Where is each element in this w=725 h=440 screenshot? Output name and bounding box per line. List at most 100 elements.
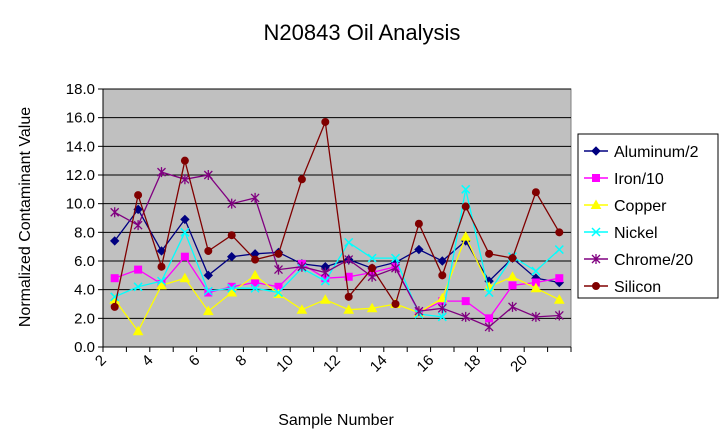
plot-area <box>102 88 572 348</box>
legend-label: Copper <box>614 198 667 215</box>
data-point <box>110 274 119 283</box>
chart-title: N20843 Oil Analysis <box>264 20 461 45</box>
data-point <box>437 256 448 266</box>
legend-marker <box>591 146 601 156</box>
x-tick-label: 14 <box>367 352 391 376</box>
x-axis-ticks: 2 4 6 8 10 12 14 16 18 20 <box>92 347 572 376</box>
data-point <box>436 292 448 303</box>
data-point <box>531 188 540 197</box>
series-chrome-20 <box>110 167 564 332</box>
data-point <box>461 297 470 306</box>
data-point <box>437 312 447 322</box>
x-tick-label: 2 <box>92 352 110 370</box>
y-tick-label: 14.0 <box>66 138 95 155</box>
data-point <box>109 236 120 246</box>
data-point <box>249 269 261 280</box>
data-point <box>555 274 564 283</box>
data-point <box>484 321 494 332</box>
data-point <box>226 251 237 262</box>
data-point <box>344 292 353 301</box>
data-point <box>156 276 167 286</box>
data-point <box>414 244 424 255</box>
x-tick-label: 10 <box>273 352 297 376</box>
data-point <box>437 303 447 314</box>
data-point <box>250 283 260 293</box>
y-axis-ticks: 0.0 2.0 4.0 6.0 8.0 10.0 12.0 14.0 16.0 18.0 <box>66 81 103 356</box>
data-point <box>414 219 423 228</box>
data-point <box>133 220 143 231</box>
data-point <box>297 261 307 272</box>
data-point <box>180 174 190 185</box>
data-point <box>553 294 565 304</box>
series <box>109 117 565 336</box>
series-line <box>114 119 560 308</box>
data-point <box>485 314 494 323</box>
data-point <box>366 302 378 313</box>
data-point <box>554 310 564 321</box>
data-point <box>368 264 377 273</box>
legend-label: Chrome/20 <box>614 252 693 269</box>
data-point <box>508 301 517 312</box>
data-point <box>274 249 283 258</box>
data-point <box>203 270 214 281</box>
x-tick-label: 12 <box>320 352 344 376</box>
data-point <box>531 311 541 322</box>
y-tick-label: 2.0 <box>74 310 95 327</box>
y-tick-label: 8.0 <box>74 224 95 241</box>
legend-marker <box>592 282 600 290</box>
legend-label: Nickel <box>614 225 658 242</box>
x-tick-label: 20 <box>507 352 531 376</box>
data-point <box>530 282 542 293</box>
data-point <box>179 272 191 283</box>
data-point <box>156 246 167 256</box>
data-point <box>344 237 354 247</box>
data-point <box>485 249 494 258</box>
data-point <box>438 271 447 280</box>
data-point <box>461 184 471 194</box>
legend-box <box>577 133 719 299</box>
data-point <box>343 304 355 314</box>
data-point <box>227 198 237 209</box>
data-point <box>134 265 143 274</box>
data-point <box>319 294 331 304</box>
data-point <box>204 288 213 297</box>
data-point <box>180 156 189 165</box>
y-tick-label: 0.0 <box>74 339 95 356</box>
legend-label: Silicon <box>614 279 661 296</box>
data-point <box>110 302 119 311</box>
series-nickel <box>110 184 564 322</box>
data-point <box>414 306 424 317</box>
data-point <box>296 304 308 314</box>
data-point <box>555 228 564 237</box>
data-point <box>391 300 400 308</box>
data-point <box>203 170 213 180</box>
data-point <box>367 253 377 263</box>
data-point <box>133 282 143 292</box>
data-point <box>460 231 472 241</box>
data-point <box>391 263 400 274</box>
data-point <box>344 272 353 281</box>
legend-item: Silicon <box>584 279 661 296</box>
data-point <box>180 214 190 225</box>
data-point <box>180 227 190 237</box>
legend-label: Iron/10 <box>614 171 664 188</box>
data-point <box>250 192 260 203</box>
legend-marker <box>591 254 601 264</box>
data-point <box>203 286 213 296</box>
legend-item: Chrome/20 <box>584 252 693 269</box>
legend-marker <box>590 199 602 209</box>
data-point <box>251 255 260 264</box>
series-copper <box>109 231 565 336</box>
data-point <box>461 311 471 322</box>
y-tick-label: 18.0 <box>66 81 95 98</box>
y-tick-label: 12.0 <box>66 167 95 184</box>
legend-item: Copper <box>584 198 667 215</box>
legend-marker <box>591 227 601 237</box>
series-silicon <box>110 117 564 311</box>
data-point <box>157 262 166 271</box>
legend-item: Nickel <box>584 225 658 242</box>
data-point <box>110 207 120 218</box>
data-point <box>531 266 541 276</box>
data-point <box>461 202 470 211</box>
